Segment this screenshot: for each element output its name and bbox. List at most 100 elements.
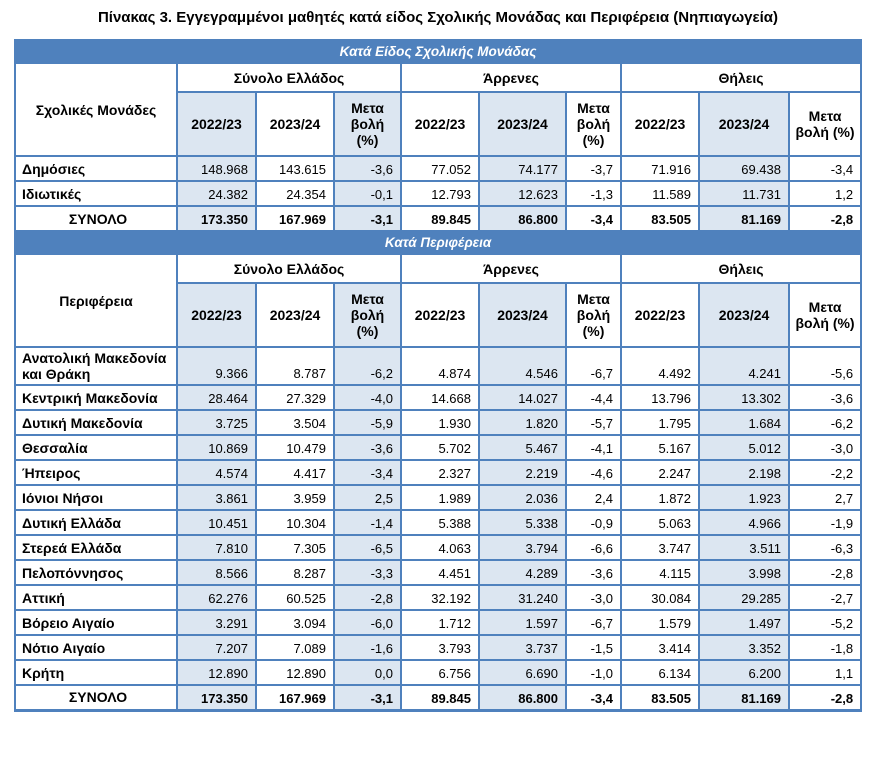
value-cell: -6,2 xyxy=(787,409,863,436)
value-cell: 1.820 xyxy=(478,409,567,436)
group-header-males: Άρρενες xyxy=(400,253,622,284)
table-row: Δυτική Μακεδονία 3.725 3.504 -5,9 1.930 1.820… xyxy=(14,409,863,436)
value-cell: -4,1 xyxy=(565,434,622,461)
value-cell: -5,6 xyxy=(787,346,863,386)
table-row: Κρήτη 12.890 12.890 0,0 6.756 6.690 -1,0 6.134 6… xyxy=(14,659,863,686)
value-cell: 4.546 xyxy=(478,346,567,386)
value-cell: 7.089 xyxy=(255,634,335,661)
section2-label-column-header: Περιφέρεια xyxy=(14,253,178,348)
value-cell: 5.388 xyxy=(400,509,480,536)
row-label: Ιόνιοι Νήσοι xyxy=(14,484,178,511)
year-header: 2023/24 xyxy=(698,282,790,348)
group-header-females: Θήλεις xyxy=(619,62,863,93)
value-cell: 167.969 xyxy=(255,205,335,232)
table-row: Ανατολική Μακεδονία και Θράκη 9.366 8.787-… xyxy=(14,346,863,386)
section1-bar-row: Κατά Είδος Σχολικής Μονάδας xyxy=(13,39,863,64)
value-cell: -2,8 xyxy=(333,584,402,611)
value-cell: -1,5 xyxy=(565,634,622,661)
section1-header: Κατά Είδος Σχολικής Μονάδας Σχολικές Μον… xyxy=(13,39,863,157)
value-cell: -2,7 xyxy=(787,584,863,611)
value-cell: 3.794 xyxy=(478,534,567,561)
value-cell: -3,6 xyxy=(333,155,402,182)
row-label: Ιδιωτικές xyxy=(14,180,178,207)
section2-year-header-row: 2022/23 2023/24 Μετα βολή (%) 2022/23 20… xyxy=(15,282,863,348)
table-row: Ιδιωτικές 24.382 24.354 -0,1 12.793 12.623 -1,… xyxy=(14,180,863,207)
table-row: Κεντρική Μακεδονία 28.464 27.329 -4,0 14.668… xyxy=(14,384,863,411)
value-cell: 1.795 xyxy=(620,409,700,436)
value-cell: 6.756 xyxy=(400,659,480,686)
value-cell: -6,7 xyxy=(565,346,622,386)
value-cell: -4,0 xyxy=(333,384,402,411)
value-cell: 5.702 xyxy=(400,434,480,461)
value-cell: 83.505 xyxy=(620,205,700,232)
page-title: Πίνακας 3. Εγγεγραμμένοι μαθητές κατά εί… xyxy=(97,9,779,26)
value-cell: 143.615 xyxy=(255,155,335,182)
value-cell: 148.968 xyxy=(176,155,257,182)
value-cell: 1,2 xyxy=(787,180,863,207)
value-cell: 3.959 xyxy=(255,484,335,511)
row-label: Στερεά Ελλάδα xyxy=(14,534,178,561)
value-cell: -3,6 xyxy=(333,434,402,461)
value-cell: 69.438 xyxy=(698,155,790,182)
table-row: Ιόνιοι Νήσοι 3.861 3.959 2,5 1.989 2.036 2,4 1.… xyxy=(14,484,863,511)
value-cell: 10.479 xyxy=(255,434,335,461)
table-row: Δημόσιες 148.968 143.615 -3,6 77.052 74.177 -3… xyxy=(14,155,863,182)
value-cell: 12.890 xyxy=(255,659,335,686)
row-label: Νότιο Αιγαίο xyxy=(14,634,178,661)
value-cell: -3,4 xyxy=(565,205,622,232)
table-row: Αττική 62.276 60.525 -2,8 32.192 31.240 -3,0 30… xyxy=(14,584,863,611)
value-cell: -3,6 xyxy=(787,384,863,411)
total-row: ΣΥΝΟΛΟ 173.350 167.969 -3,1 89.845 86.800 -3,4… xyxy=(14,684,863,711)
group-header-males: Άρρενες xyxy=(400,62,622,93)
value-cell: 5.063 xyxy=(620,509,700,536)
value-cell: 4.063 xyxy=(400,534,480,561)
value-cell: 29.285 xyxy=(698,584,790,611)
row-label: Κρήτη xyxy=(14,659,178,686)
value-cell: 5.467 xyxy=(478,434,567,461)
value-cell: -1,3 xyxy=(565,180,622,207)
value-cell: -0,1 xyxy=(333,180,402,207)
row-label: Βόρειο Αιγαίο xyxy=(14,609,178,636)
year-header: 2023/24 xyxy=(478,282,567,348)
value-cell: -6,7 xyxy=(565,609,622,636)
value-cell: 9.366 xyxy=(176,346,257,386)
value-cell: 1.684 xyxy=(698,409,790,436)
value-cell: -2,8 xyxy=(787,559,863,586)
value-cell: 4.874 xyxy=(400,346,480,386)
value-cell: -6,5 xyxy=(333,534,402,561)
value-cell: -3,7 xyxy=(565,155,622,182)
value-cell: 11.731 xyxy=(698,180,790,207)
year-header: 2022/23 xyxy=(620,282,700,348)
group-header-females: Θήλεις xyxy=(619,253,863,284)
value-cell: 10.304 xyxy=(255,509,335,536)
table-row: Νότιο Αιγαίο 7.207 7.089 -1,6 3.793 3.737 -1,5… xyxy=(14,634,863,661)
row-label: Πελοπόννησος xyxy=(14,559,178,586)
value-cell: 2,5 xyxy=(333,484,402,511)
value-cell: 173.350 xyxy=(176,684,257,711)
value-cell: 81.169 xyxy=(698,684,790,711)
value-cell: 74.177 xyxy=(478,155,567,182)
value-cell: 1,1 xyxy=(787,659,863,686)
year-header: 2023/24 xyxy=(255,91,335,157)
value-cell: 7.810 xyxy=(176,534,257,561)
section1-body: Δημόσιες 148.968 143.615 -3,6 77.052 74.177 -3… xyxy=(14,155,863,232)
value-cell: 77.052 xyxy=(400,155,480,182)
row-label: Δημόσιες xyxy=(14,155,178,182)
table-row: Βόρειο Αιγαίο 3.291 3.094 -6,0 1.712 1.597 -6,… xyxy=(14,609,863,636)
value-cell: 62.276 xyxy=(176,584,257,611)
row-label: Ήπειρος xyxy=(14,459,178,486)
value-cell: 24.382 xyxy=(176,180,257,207)
value-cell: -3,4 xyxy=(787,155,863,182)
table-row: Θεσσαλία 10.869 10.479 -3,6 5.702 5.467 -4,1 5.… xyxy=(14,434,863,461)
value-cell: -3,4 xyxy=(565,684,622,711)
value-cell: 71.916 xyxy=(620,155,700,182)
value-cell: 5.012 xyxy=(698,434,790,461)
section1-group-header-row: Σχολικές Μονάδες Σύνολο Ελλάδος Άρρενες … xyxy=(14,62,863,157)
value-cell: 10.451 xyxy=(176,509,257,536)
value-cell: 13.302 xyxy=(698,384,790,411)
value-cell: 6.134 xyxy=(620,659,700,686)
value-cell: 2.327 xyxy=(400,459,480,486)
change-header: Μετα βολή (%) xyxy=(333,91,402,157)
table-row: Ήπειρος 4.574 4.417 -3,4 2.327 2.219 -4,6 2.247… xyxy=(14,459,863,486)
year-header: 2022/23 xyxy=(176,91,257,157)
